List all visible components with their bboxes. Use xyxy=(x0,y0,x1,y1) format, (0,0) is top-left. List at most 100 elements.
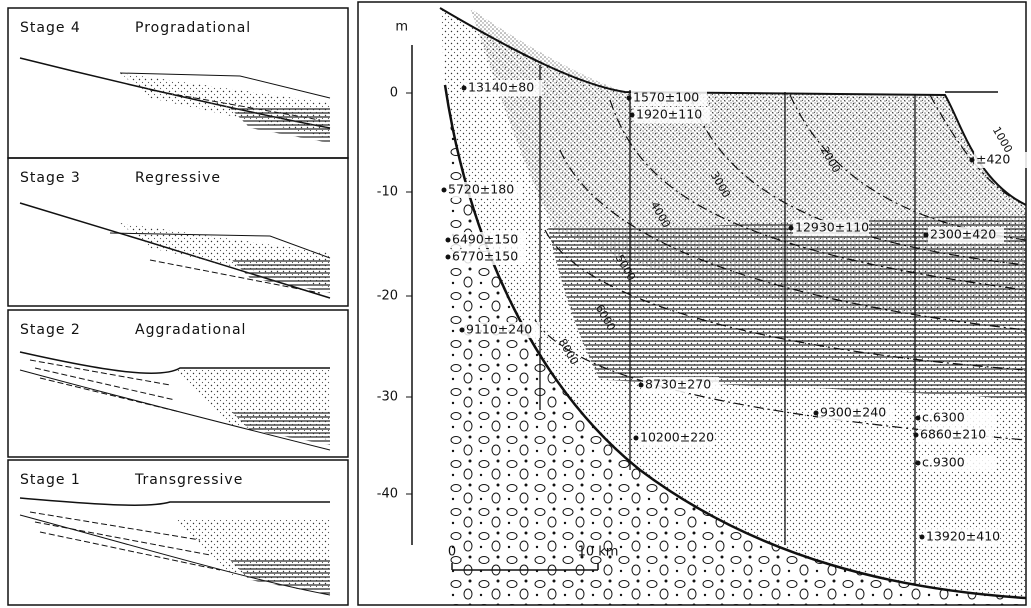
scale-start: 0 xyxy=(448,545,456,560)
date-label-bg xyxy=(793,220,869,236)
panel-frame xyxy=(7,157,349,307)
isochron xyxy=(789,94,1027,241)
stage-panel: Stage 3 Regressive xyxy=(7,157,349,307)
stage-panel: Stage 4 Progradational xyxy=(7,7,349,159)
hatch-fill xyxy=(230,108,330,143)
strata-line xyxy=(19,369,331,451)
date-label-bg xyxy=(450,232,526,248)
date-label-bg xyxy=(920,410,996,426)
date-label: c.6300 xyxy=(922,410,965,425)
date-label-bg xyxy=(450,249,526,265)
strata-line xyxy=(29,511,201,541)
date-label: 5720±180 xyxy=(448,182,514,197)
panel-frame xyxy=(7,309,349,458)
strata-line xyxy=(39,531,221,571)
sample-point xyxy=(919,534,925,540)
strata-line xyxy=(39,377,181,413)
sample-point xyxy=(813,410,819,416)
boreholes xyxy=(539,65,916,585)
stage-label: Stage 2 xyxy=(20,322,81,338)
date-label: 8730±270 xyxy=(645,377,711,392)
date-label-bg xyxy=(924,529,1000,545)
date-label: c.9300 xyxy=(922,455,965,470)
date-label: 9110±240 xyxy=(466,322,532,337)
date-label-bg xyxy=(920,455,996,471)
stage-name: Regressive xyxy=(135,170,221,186)
basement-gravel xyxy=(445,85,1026,605)
sample-point xyxy=(445,254,451,260)
sample-point xyxy=(638,382,644,388)
isochron xyxy=(609,99,1027,291)
depth-tick-label: -30 xyxy=(377,390,398,405)
depth-tick-label: -20 xyxy=(377,289,398,304)
sample-point xyxy=(461,85,467,91)
date-label-bg xyxy=(918,427,994,443)
stage-label: Stage 4 xyxy=(20,20,81,36)
sample-point xyxy=(969,157,975,163)
date-label: 9300±240 xyxy=(820,405,886,420)
date-label: 6490±150 xyxy=(452,232,518,247)
hatch-fill xyxy=(230,410,330,445)
basement-line xyxy=(19,351,330,374)
date-label: 13140±80 xyxy=(468,80,534,95)
sample-point xyxy=(633,435,639,441)
date-label: 10200±220 xyxy=(640,430,714,445)
cross-section: m 0 10 km 0 -10 -20 -30 -40 13140±80 1570±100 1… xyxy=(357,1,1031,606)
sample-point xyxy=(445,237,451,243)
sample-point xyxy=(629,112,635,118)
isochron xyxy=(559,149,1027,331)
stage-label: Stage 1 xyxy=(20,472,81,488)
panel-frame xyxy=(7,459,349,606)
date-label-bg xyxy=(818,405,894,421)
sample-point xyxy=(923,232,929,238)
sample-point xyxy=(788,225,794,231)
date-label-bg xyxy=(466,80,542,96)
scale-end: 10 km xyxy=(578,545,619,560)
basement-line xyxy=(19,497,330,506)
stage-label: Stage 3 xyxy=(20,170,81,186)
strata-line xyxy=(149,259,321,294)
depth-tick-label: -10 xyxy=(377,185,398,200)
strata-line xyxy=(29,359,171,386)
sample-point xyxy=(913,432,919,438)
stage-name: Transgressive xyxy=(134,472,243,488)
isochron xyxy=(689,94,1027,266)
date-label: 1920±110 xyxy=(636,107,702,122)
date-label: ±420 xyxy=(976,152,1010,167)
date-label-bg xyxy=(446,182,522,198)
stage-panel: Stage 2 Aggradational xyxy=(7,309,349,458)
sample-point xyxy=(626,95,632,101)
date-label: 13920±410 xyxy=(926,529,1000,544)
date-label: 12930±110 xyxy=(795,220,869,235)
depth-unit: m xyxy=(395,20,408,35)
mud-unit xyxy=(548,215,1026,400)
date-label: 6860±210 xyxy=(920,427,986,442)
sample-point xyxy=(915,415,921,421)
sample-point xyxy=(459,327,465,333)
strata-line xyxy=(34,521,211,556)
date-label-bg xyxy=(974,152,1031,168)
basement-surface xyxy=(443,84,1027,600)
date-label-bg xyxy=(638,430,714,446)
date-label-bg xyxy=(643,377,719,393)
isochron xyxy=(544,229,1027,371)
depth-tick-label: 0 xyxy=(390,86,398,101)
stage-panel: Stage 1 Transgressive xyxy=(7,459,349,606)
stage-name: Aggradational xyxy=(135,322,246,338)
depth-tick-label: -40 xyxy=(377,487,398,502)
strata-line xyxy=(119,72,331,99)
isochron-label: 1000 xyxy=(990,124,1015,155)
date-label-bg xyxy=(464,322,540,338)
stage-name: Progradational xyxy=(135,20,251,36)
date-label-bg xyxy=(928,227,1004,243)
date-label-bg xyxy=(631,90,707,106)
hatch-fill xyxy=(230,258,330,293)
strata-line xyxy=(34,367,176,401)
date-label-bg xyxy=(634,107,710,123)
sample-point xyxy=(441,187,447,193)
date-label: 6770±150 xyxy=(452,249,518,264)
hatch-fill xyxy=(230,560,330,595)
